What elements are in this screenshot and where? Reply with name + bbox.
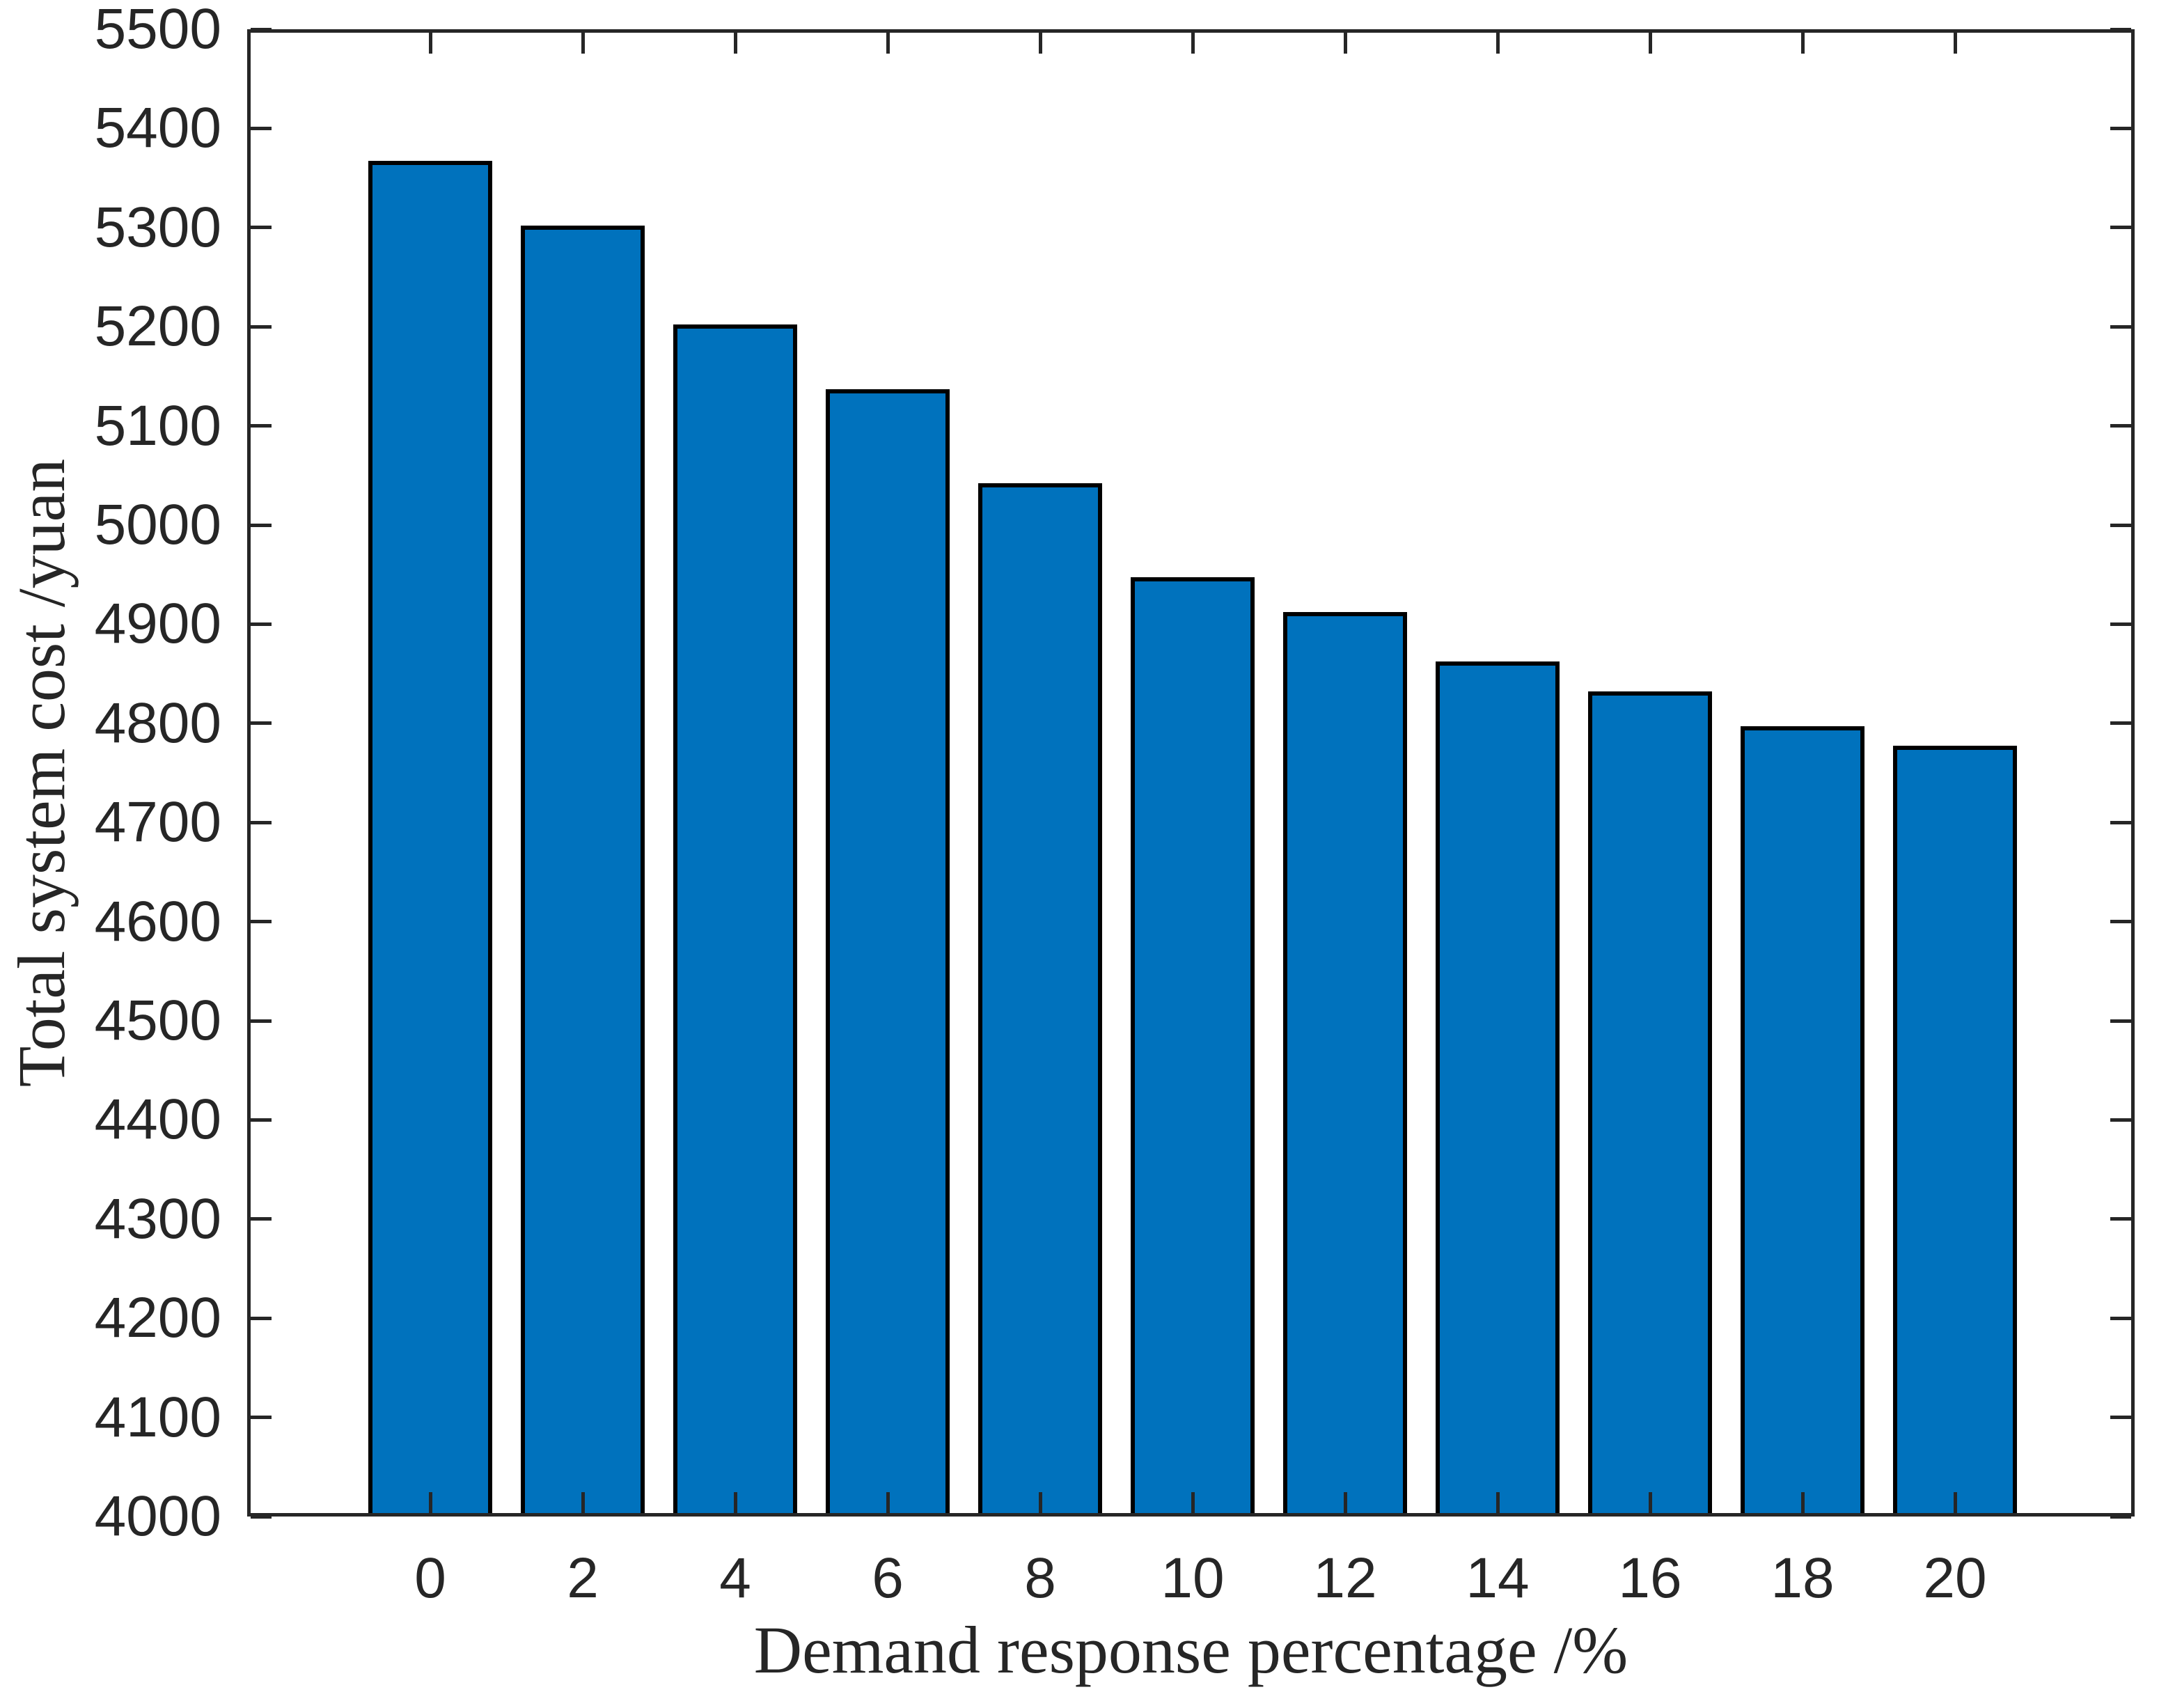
y-tick-label: 4900 [94, 592, 221, 656]
y-tick-mark [251, 1514, 272, 1519]
y-tick-label: 4300 [94, 1186, 221, 1251]
bar-18 [1741, 726, 1864, 1517]
bar-20 [1893, 746, 2017, 1517]
bar-0 [368, 161, 492, 1517]
y-tick-label: 5300 [94, 195, 221, 259]
y-tick-label: 5500 [94, 0, 221, 61]
x-tick-label: 10 [1161, 1546, 1225, 1610]
y-tick-mark [2110, 324, 2131, 329]
y-tick-mark [251, 126, 272, 130]
y-tick-mark [2110, 27, 2131, 31]
x-tick-mark [1800, 33, 1805, 54]
y-tick-mark [251, 424, 272, 428]
x-tick-mark [1038, 33, 1042, 54]
y-tick-mark [2110, 1416, 2131, 1420]
y-tick-mark [2110, 920, 2131, 924]
y-tick-mark [251, 27, 272, 31]
x-tick-mark [1800, 1492, 1805, 1513]
bar-4 [673, 324, 797, 1517]
y-tick-mark [2110, 721, 2131, 726]
y-tick-mark [2110, 1217, 2131, 1221]
x-tick-mark [1038, 1492, 1042, 1513]
bar-16 [1588, 691, 1712, 1517]
y-tick-mark [251, 324, 272, 329]
x-tick-mark [886, 33, 890, 54]
y-tick-mark [2110, 226, 2131, 230]
x-tick-mark [428, 1492, 432, 1513]
bar-12 [1283, 612, 1407, 1517]
y-tick-mark [2110, 1019, 2131, 1023]
x-tick-label: 14 [1466, 1546, 1530, 1610]
x-tick-mark [1648, 1492, 1652, 1513]
y-tick-label: 5400 [94, 96, 221, 160]
y-tick-label: 4400 [94, 1088, 221, 1152]
x-tick-label: 18 [1771, 1546, 1835, 1610]
x-axis-title: Demand response percentage /% [753, 1613, 1628, 1687]
y-tick-mark [251, 920, 272, 924]
bar-8 [978, 483, 1102, 1517]
bar-14 [1436, 661, 1560, 1517]
y-tick-label: 4500 [94, 989, 221, 1052]
bar-10 [1131, 577, 1255, 1517]
y-tick-label: 4200 [94, 1286, 221, 1350]
x-tick-mark [1495, 1492, 1500, 1513]
y-tick-label: 4000 [94, 1484, 221, 1548]
y-tick-mark [2110, 1316, 2131, 1320]
x-tick-label: 2 [567, 1546, 599, 1610]
y-tick-mark [251, 1316, 272, 1320]
y-tick-label: 5100 [94, 393, 221, 457]
x-tick-label: 6 [872, 1546, 904, 1610]
y-tick-mark [251, 1217, 272, 1221]
x-tick-mark [886, 1492, 890, 1513]
x-tick-label: 8 [1024, 1546, 1056, 1610]
y-tick-label: 4700 [94, 790, 221, 854]
x-tick-mark [1953, 33, 1957, 54]
y-tick-mark [2110, 1514, 2131, 1519]
y-tick-mark [2110, 126, 2131, 130]
y-tick-mark [251, 1118, 272, 1122]
x-tick-mark [1343, 1492, 1347, 1513]
x-tick-mark [733, 1492, 737, 1513]
x-tick-mark [581, 33, 585, 54]
y-tick-label: 5000 [94, 493, 221, 556]
y-tick-mark [251, 1416, 272, 1420]
bar-2 [521, 225, 645, 1517]
x-tick-mark [733, 33, 737, 54]
x-tick-label: 4 [719, 1546, 751, 1610]
x-tick-mark [581, 1492, 585, 1513]
y-tick-mark [2110, 523, 2131, 527]
y-axis-title: Total system cost /yuan [4, 458, 79, 1088]
x-tick-mark [1495, 33, 1500, 54]
y-tick-label: 4100 [94, 1385, 221, 1449]
x-tick-mark [1648, 33, 1652, 54]
y-tick-mark [251, 721, 272, 726]
x-tick-label: 12 [1313, 1546, 1377, 1610]
x-tick-mark [1953, 1492, 1957, 1513]
y-tick-mark [2110, 622, 2131, 626]
x-tick-label: 20 [1923, 1546, 1987, 1610]
x-tick-label: 0 [414, 1546, 446, 1610]
y-tick-mark [251, 622, 272, 626]
bar-6 [826, 389, 950, 1517]
x-tick-label: 16 [1618, 1546, 1682, 1610]
y-tick-mark [2110, 424, 2131, 428]
x-tick-mark [1191, 33, 1195, 54]
y-tick-mark [2110, 820, 2131, 824]
y-tick-mark [2110, 1118, 2131, 1122]
y-tick-mark [251, 820, 272, 824]
y-tick-label: 4600 [94, 889, 221, 953]
y-tick-label: 4800 [94, 691, 221, 755]
y-tick-mark [251, 226, 272, 230]
y-tick-label: 5200 [94, 295, 221, 359]
y-tick-mark [251, 1019, 272, 1023]
x-tick-mark [1343, 33, 1347, 54]
x-tick-mark [428, 33, 432, 54]
y-tick-mark [251, 523, 272, 527]
x-tick-mark [1191, 1492, 1195, 1513]
